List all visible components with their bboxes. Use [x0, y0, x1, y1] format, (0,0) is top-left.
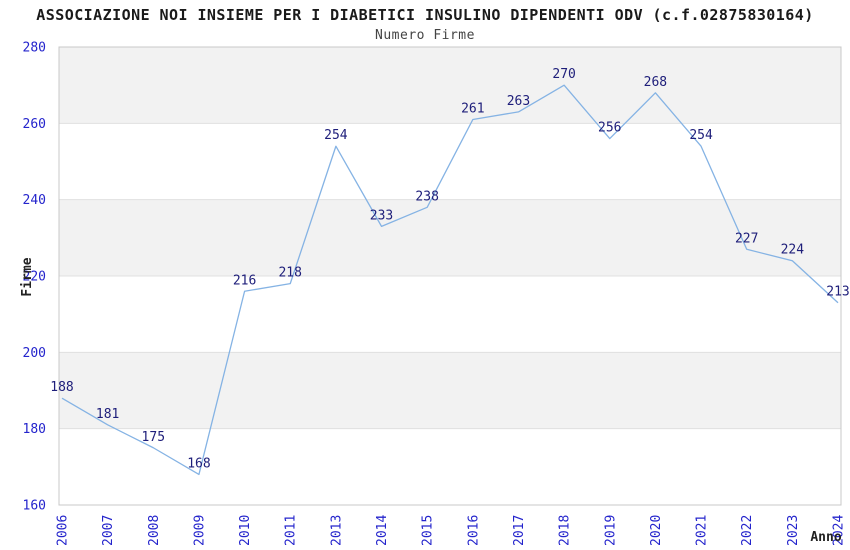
point-label: 224 [781, 243, 805, 258]
y-tick-label: 260 [23, 117, 46, 132]
point-label: 227 [735, 231, 758, 246]
point-label: 181 [96, 407, 119, 422]
y-tick-label: 220 [23, 270, 46, 285]
point-label: 213 [826, 285, 849, 300]
x-tick-label: 2007 [101, 515, 116, 546]
x-tick-label: 2018 [558, 515, 573, 546]
x-tick-label: 2014 [375, 515, 390, 546]
chart-title: ASSOCIAZIONE NOI INSIEME PER I DIABETICI… [36, 6, 814, 24]
x-tick-label: 2015 [421, 515, 436, 546]
y-tick-label: 280 [23, 41, 46, 56]
chart-subtitle: Numero Firme [375, 28, 475, 43]
y-tick-labels: 160 180 200 220 240 260 280 [23, 41, 46, 514]
x-tick-label: 2010 [238, 515, 253, 546]
x-tick-label: 2019 [603, 515, 618, 546]
point-label: 254 [324, 128, 348, 143]
point-label: 263 [507, 94, 530, 109]
x-tick-label: 2008 [147, 515, 162, 546]
x-tick-label: 2022 [740, 515, 755, 546]
gridlines [59, 122, 841, 430]
y-axis-title: Firme [20, 257, 35, 296]
x-tick-labels: 2006 2007 2008 2009 2010 2011 2013 2014 2015 2016… [56, 515, 847, 546]
background-bands [59, 47, 841, 429]
point-label: 218 [278, 266, 301, 281]
point-label: 168 [187, 456, 210, 471]
x-axis-title: Anno [810, 530, 841, 545]
x-tick-label: 2006 [56, 515, 71, 546]
x-tick-label: 2016 [466, 515, 481, 546]
point-label: 238 [415, 189, 438, 204]
y-tick-label: 240 [23, 193, 46, 208]
x-tick-label: 2024 [832, 515, 847, 546]
band-stripe [59, 47, 841, 124]
point-label: 270 [552, 67, 575, 82]
band-stripe [59, 199, 841, 276]
x-tick-label: 2020 [649, 515, 664, 546]
point-label: 256 [598, 121, 621, 136]
point-labels: 188 181 175 168 216 218 254 233 238 261 263 270 256 2… [50, 67, 849, 471]
band-stripe [59, 352, 841, 429]
x-tick-label: 2011 [284, 515, 299, 546]
series-line-firme [61, 84, 839, 476]
y-tick-label: 180 [23, 422, 46, 437]
x-tick-label: 2013 [329, 515, 344, 546]
x-tick-label: 2009 [192, 515, 207, 546]
point-label: 188 [50, 380, 73, 395]
plot-border [58, 46, 842, 506]
point-label: 175 [142, 430, 165, 445]
y-tick-label: 200 [23, 346, 46, 361]
x-tick-label: 2021 [695, 515, 710, 546]
point-label: 233 [370, 208, 393, 223]
point-label: 268 [644, 75, 667, 90]
x-tick-label: 2017 [512, 515, 527, 546]
point-label: 216 [233, 273, 256, 288]
y-tick-label: 160 [23, 499, 46, 514]
point-label: 254 [689, 128, 713, 143]
point-label: 261 [461, 102, 484, 117]
x-tick-label: 2023 [786, 515, 801, 546]
